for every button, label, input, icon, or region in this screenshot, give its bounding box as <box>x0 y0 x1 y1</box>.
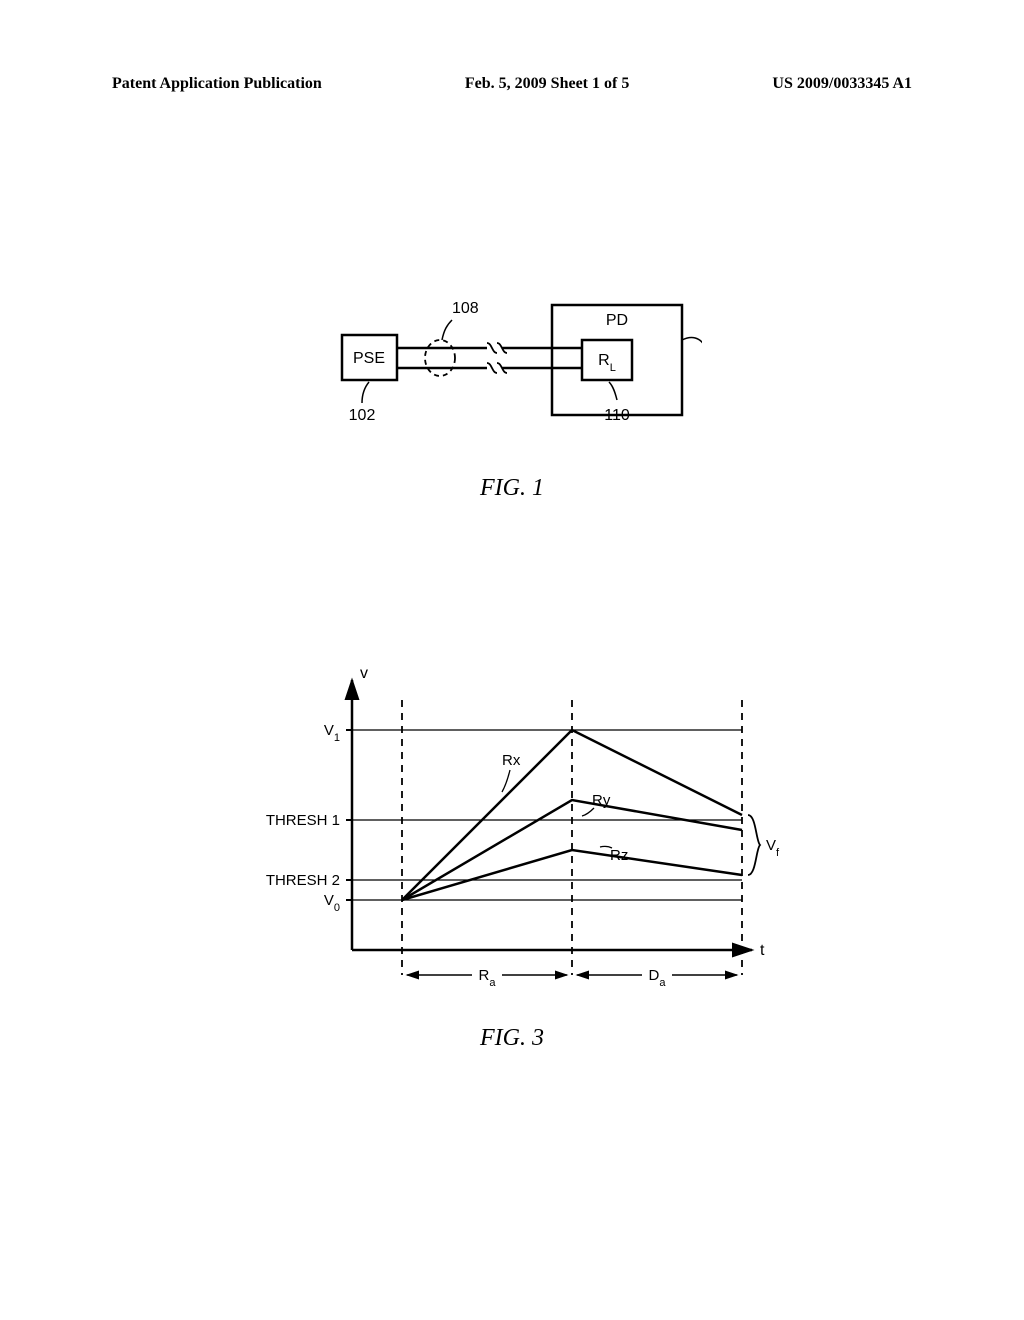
svg-text:Rz: Rz <box>610 847 628 864</box>
fig1-diagram: PSE102PD104RL110108 <box>322 280 702 460</box>
header-right: US 2009/0033345 A1 <box>772 75 912 93</box>
fig3-chart: vtV1THRESH 1THRESH 2V0RxRyRzVfRaDa <box>232 650 792 1010</box>
svg-text:Rx: Rx <box>502 752 521 769</box>
figure-1: PSE102PD104RL110108 FIG. 1 <box>322 280 702 502</box>
svg-text:V0: V0 <box>324 892 340 914</box>
svg-text:THRESH 1: THRESH 1 <box>266 812 340 829</box>
fig1-caption: FIG. 1 <box>322 475 702 502</box>
figure-3: vtV1THRESH 1THRESH 2V0RxRyRzVfRaDa FIG. … <box>232 650 792 1052</box>
svg-text:Vf: Vf <box>766 837 780 859</box>
svg-text:110: 110 <box>604 407 630 424</box>
svg-text:PD: PD <box>606 312 628 329</box>
svg-text:102: 102 <box>349 407 376 424</box>
svg-text:PSE: PSE <box>353 350 385 367</box>
header-center: Feb. 5, 2009 Sheet 1 of 5 <box>465 75 629 93</box>
fig3-caption: FIG. 3 <box>232 1025 792 1052</box>
svg-text:RL: RL <box>598 352 616 374</box>
svg-text:v: v <box>360 665 368 682</box>
header-left: Patent Application Publication <box>112 75 322 93</box>
svg-text:t: t <box>760 942 765 959</box>
page-header: Patent Application Publication Feb. 5, 2… <box>0 75 1024 93</box>
svg-text:108: 108 <box>452 300 479 317</box>
svg-text:V1: V1 <box>324 722 340 744</box>
svg-text:THRESH 2: THRESH 2 <box>266 872 340 889</box>
svg-text:Ry: Ry <box>592 792 611 809</box>
